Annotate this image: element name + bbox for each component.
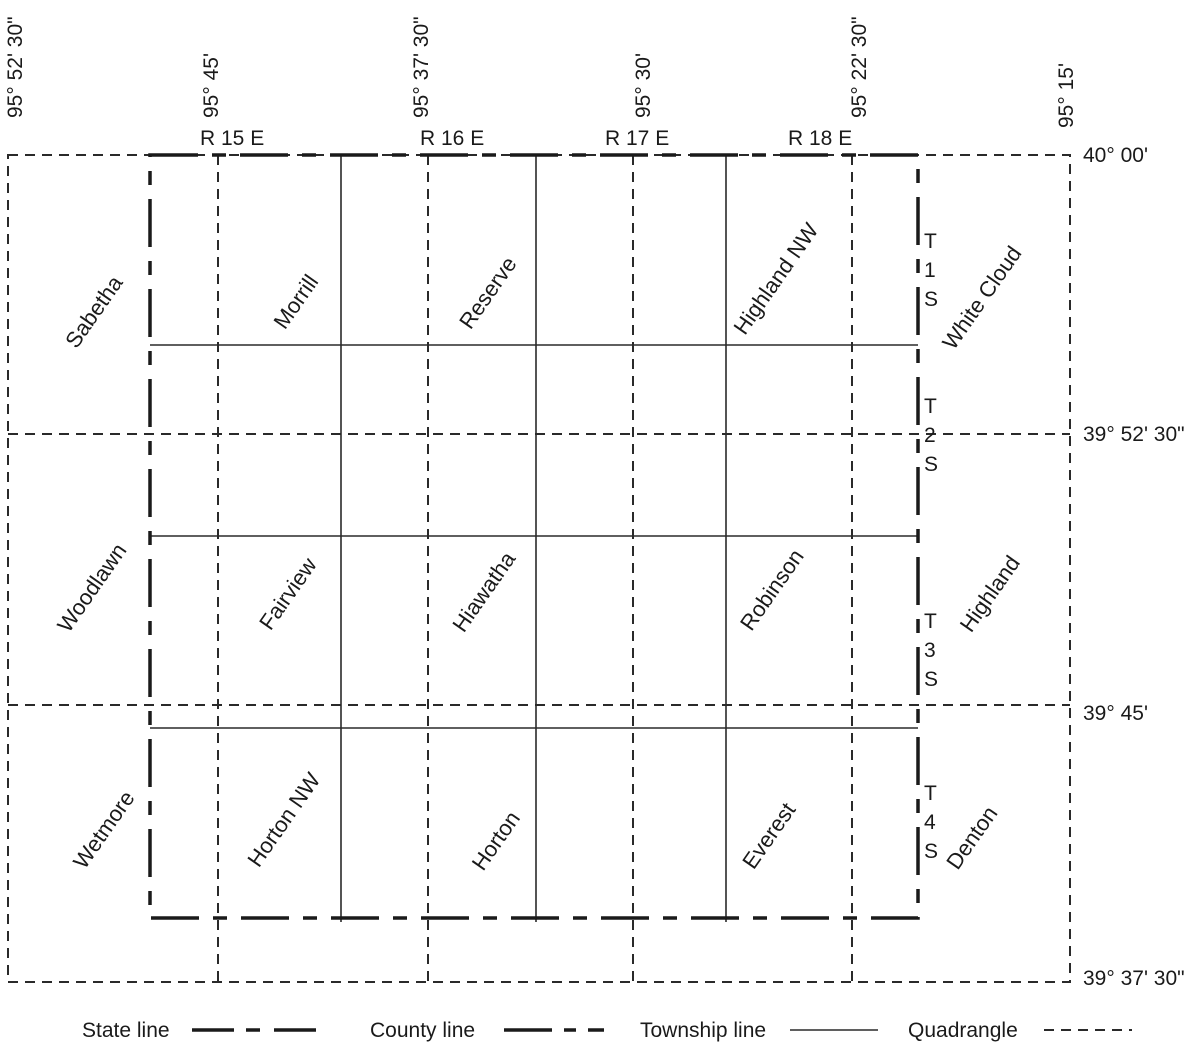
quadrangle-name: Highland <box>955 551 1025 636</box>
township-label-letter: T <box>924 395 937 418</box>
township-label-letter: T <box>924 230 937 253</box>
quadrangle-name: Reserve <box>454 252 521 333</box>
legend-label-county-line: County line <box>370 1019 475 1042</box>
quadrangle-names: Sabetha Morrill Reserve Highland NW Whit… <box>52 218 1026 875</box>
quadrangle-name: Everest <box>737 798 800 873</box>
longitude-labels: 95° 52' 30" 95° 45' 95° 37' 30" 95° 30' … <box>4 16 1078 128</box>
range-label: R 18 E <box>788 127 852 150</box>
longitude-label: 95° 52' 30" <box>4 16 27 118</box>
longitude-label: 95° 15' <box>1055 63 1078 128</box>
range-label: R 16 E <box>420 127 484 150</box>
township-label-letter: S <box>924 668 938 691</box>
township-label-letter: T <box>924 610 937 633</box>
quadrangle-name: Wetmore <box>68 786 139 873</box>
county-boundary <box>148 153 920 920</box>
township-label-letter: 3 <box>924 639 936 662</box>
quadrangle-name: White Cloud <box>937 241 1026 354</box>
longitude-label: 95° 22' 30" <box>848 16 871 118</box>
township-label-letter: S <box>924 453 938 476</box>
latitude-label: 39° 52' 30" <box>1083 423 1185 446</box>
township-lines <box>150 155 918 922</box>
quadrangle-name: Horton NW <box>242 768 325 872</box>
longitude-label: 95° 30' <box>632 53 655 118</box>
legend-label-township-line: Township line <box>640 1019 766 1042</box>
latitude-label: 39° 37' 30" <box>1083 967 1185 990</box>
range-label: R 15 E <box>200 127 264 150</box>
longitude-label: 95° 45' <box>200 53 223 118</box>
county-line <box>148 153 920 920</box>
township-label-letter: S <box>924 288 938 311</box>
latitude-label: 39° 45' <box>1083 702 1148 725</box>
quadrangle-name: Sabetha <box>60 270 128 352</box>
quadrangle-name: Hiawatha <box>447 546 521 636</box>
quadrangle-grid <box>7 154 1071 983</box>
township-labels: T 1 S T 2 S T 3 S T 4 S <box>924 230 938 863</box>
quadrangle-name: Robinson <box>735 544 809 634</box>
legend-label-state-line: State line <box>82 1019 170 1042</box>
quadrangle-name: Fairview <box>254 553 322 635</box>
township-label-letter: 1 <box>924 259 936 282</box>
quadrangle-name: Horton <box>467 806 525 874</box>
quadrangle-name: Highland NW <box>728 218 823 339</box>
township-label-letter: T <box>924 782 937 805</box>
quadrangle-name: Woodlawn <box>52 539 131 637</box>
legend: State line County line Township line Qua… <box>82 1019 1132 1042</box>
legend-label-quadrangle: Quadrangle <box>908 1019 1018 1042</box>
quadrangle-name: Morrill <box>268 270 323 333</box>
range-labels: R 15 E R 16 E R 17 E R 18 E <box>200 127 852 150</box>
quadrangle-name: Denton <box>941 801 1002 873</box>
latitude-labels: 40° 00' 39° 52' 30" 39° 45' 39° 37' 30" <box>1083 144 1185 990</box>
latitude-label: 40° 00' <box>1083 144 1148 167</box>
township-label-letter: 4 <box>924 811 936 834</box>
longitude-label: 95° 37' 30" <box>410 16 433 118</box>
township-label-letter: S <box>924 840 938 863</box>
range-label: R 17 E <box>605 127 669 150</box>
township-label-letter: 2 <box>924 424 936 447</box>
quadrangle-outer-boundary <box>7 154 1071 983</box>
